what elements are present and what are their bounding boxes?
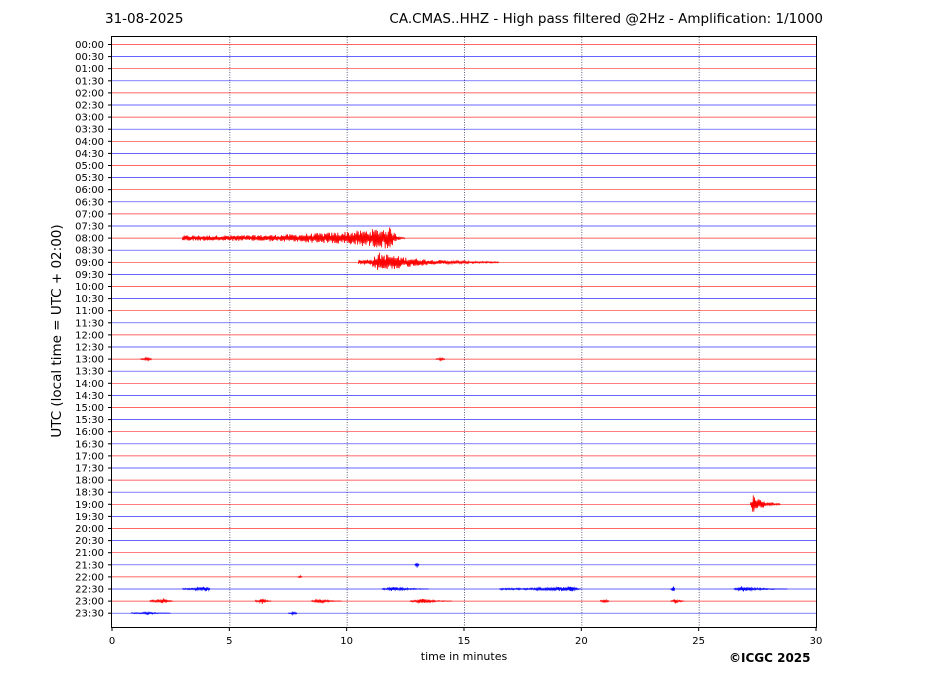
seismic-event <box>139 356 152 362</box>
seismic-event <box>297 574 302 579</box>
seismic-event <box>599 598 610 604</box>
y-tick-label: 22:30 <box>75 585 104 596</box>
y-tick-label: 02:30 <box>75 101 104 112</box>
y-tick-label: 15:30 <box>75 415 104 426</box>
y-tick-label: 00:30 <box>75 52 104 63</box>
y-tick-label: 18:00 <box>75 476 104 487</box>
y-tick-label: 22:00 <box>75 572 104 583</box>
y-tick-label: 03:00 <box>75 113 104 124</box>
y-tick-label: 02:00 <box>75 88 104 99</box>
trace-baselines <box>112 44 816 614</box>
seismic-event <box>498 586 582 592</box>
y-tick-label: 17:00 <box>75 451 104 462</box>
seismic-event <box>381 586 429 592</box>
y-tick-label: 19:00 <box>75 500 104 511</box>
y-tick-label: 11:00 <box>75 306 104 317</box>
seismic-event <box>311 598 342 604</box>
x-tick-label: 10 <box>340 636 353 647</box>
y-tick-label: 07:30 <box>75 222 104 233</box>
seismic-event <box>130 611 171 616</box>
y-tick-label: 05:00 <box>75 161 104 172</box>
x-axis-label: time in minutes <box>420 650 508 663</box>
y-tick-label: 01:00 <box>75 64 104 75</box>
x-tick-label: 15 <box>458 636 471 647</box>
y-tick-label: 08:30 <box>75 246 104 257</box>
y-tick-label: 16:00 <box>75 427 104 438</box>
x-tick-label: 20 <box>575 636 588 647</box>
y-tick-label: 20:00 <box>75 524 104 535</box>
y-tick-label: 13:30 <box>75 367 104 378</box>
y-tick-label: 06:00 <box>75 185 104 196</box>
seismic-event <box>287 611 298 616</box>
seismic-event <box>733 586 788 592</box>
copyright-text: ©ICGC 2025 <box>729 651 811 665</box>
y-tick-label: 08:00 <box>75 234 104 245</box>
y-tick-label: 18:30 <box>75 488 104 499</box>
y-tick-label: 12:30 <box>75 343 104 354</box>
plot-frame <box>111 36 817 628</box>
y-tick-label: 06:30 <box>75 197 104 208</box>
y-tick-label: 19:30 <box>75 512 104 523</box>
plot-title: CA.CMAS..HHZ - High pass filtered @2Hz -… <box>389 11 823 27</box>
seismic-event <box>670 598 685 604</box>
y-tick-label: 00:00 <box>75 40 104 51</box>
seismic-event <box>358 252 500 271</box>
y-tick-label: 10:00 <box>75 282 104 293</box>
y-tick-label: 11:30 <box>75 318 104 329</box>
y-tick-label: 20:30 <box>75 536 104 547</box>
grid-lines <box>229 37 700 627</box>
y-tick-label: 21:00 <box>75 548 104 559</box>
y-tick-label: 04:30 <box>75 149 104 160</box>
y-tick-label: 09:30 <box>75 270 104 281</box>
seismic-event <box>670 586 676 592</box>
seismic-events <box>130 227 788 616</box>
y-tick-label: 16:30 <box>75 439 104 450</box>
y-tick-label: 14:00 <box>75 379 104 390</box>
y-tick-label: 12:00 <box>75 330 104 341</box>
y-tick-label: 09:00 <box>75 258 104 269</box>
x-tick-label: 25 <box>692 636 705 647</box>
y-tick-label: 10:30 <box>75 294 104 305</box>
seismic-event <box>149 598 174 604</box>
y-tick-label: 04:00 <box>75 137 104 148</box>
y-tick-label: 01:30 <box>75 76 104 87</box>
seismic-event <box>182 227 406 249</box>
y-tick-label: 23:00 <box>75 597 104 608</box>
seismic-event <box>435 356 446 362</box>
x-tick-label: 0 <box>109 636 115 647</box>
y-tick-label: 03:30 <box>75 125 104 136</box>
y-tick-label: 13:00 <box>75 355 104 366</box>
x-tick-label: 5 <box>226 636 232 647</box>
y-tick-label: 21:30 <box>75 560 104 571</box>
seismic-event <box>414 562 420 568</box>
x-tick-labels: 0 5 10 15 20 25 30 <box>109 627 823 647</box>
y-tick-label: 05:30 <box>75 173 104 184</box>
y-tick-label: 14:30 <box>75 391 104 402</box>
x-tick-label: 30 <box>810 636 823 647</box>
y-tick-label: 15:00 <box>75 403 104 414</box>
seismic-event <box>182 586 211 592</box>
seismic-event <box>254 598 272 604</box>
plot-date: 31-08-2025 <box>105 11 184 27</box>
y-tick-label: 07:00 <box>75 209 104 220</box>
y-tick-label: 23:30 <box>75 609 104 620</box>
seismic-event <box>749 495 781 512</box>
seismic-event <box>409 598 453 604</box>
y-tick-label: 17:30 <box>75 464 104 475</box>
